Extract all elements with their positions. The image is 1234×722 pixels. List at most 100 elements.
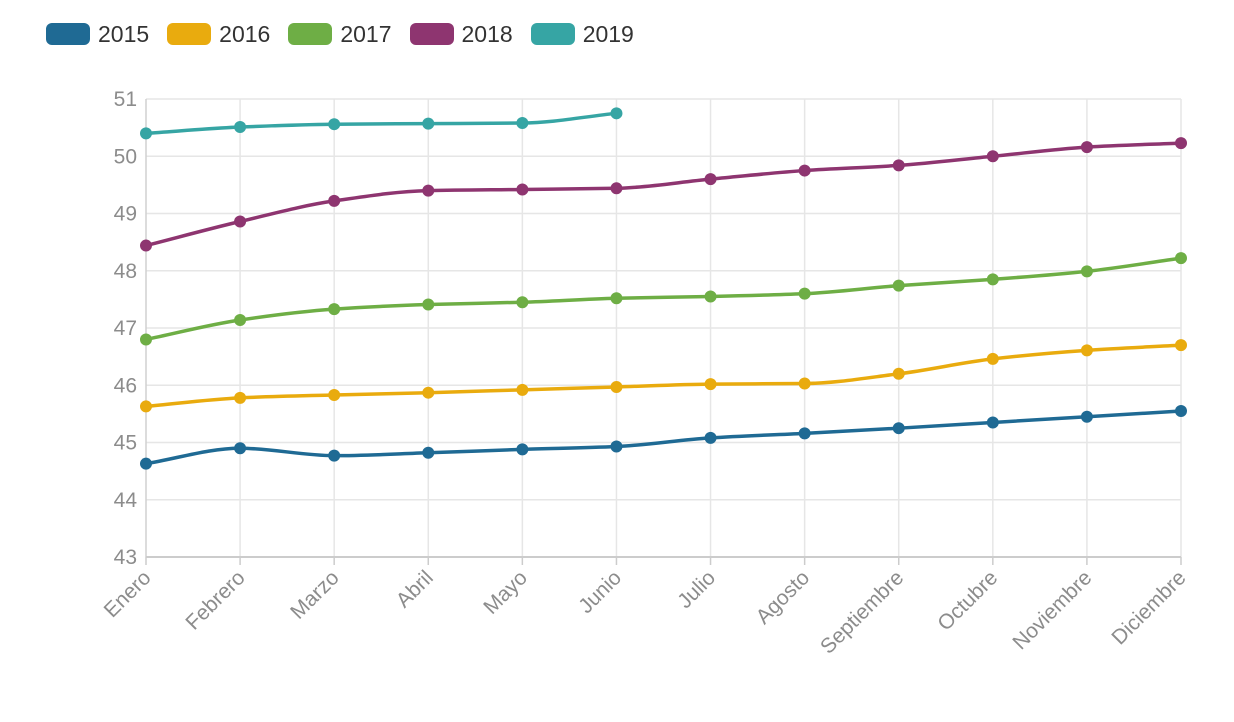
- data-point-2015[interactable]: [1080, 410, 1093, 423]
- data-point-2018[interactable]: [798, 164, 811, 177]
- data-point-2019[interactable]: [610, 107, 623, 120]
- data-point-2015[interactable]: [1175, 405, 1187, 418]
- legend-label: 2019: [582, 20, 634, 47]
- data-point-2016[interactable]: [892, 367, 905, 380]
- data-point-2017[interactable]: [1175, 252, 1187, 265]
- x-tick-label: Junio: [574, 566, 626, 618]
- data-point-2017[interactable]: [610, 292, 623, 305]
- data-point-2019[interactable]: [516, 117, 529, 130]
- data-point-2017[interactable]: [986, 273, 999, 286]
- data-point-2016[interactable]: [516, 383, 529, 396]
- data-point-2015[interactable]: [610, 440, 623, 453]
- x-tick-label: Diciembre: [1107, 566, 1190, 649]
- data-point-2017[interactable]: [892, 279, 905, 292]
- y-axis-ticks: 43 44 45 46 47 48 49 50 51: [114, 88, 138, 569]
- data-point-2018[interactable]: [422, 184, 435, 197]
- data-point-2015[interactable]: [798, 427, 811, 440]
- series-2017: [140, 252, 1187, 346]
- y-tick-label: 51: [114, 88, 137, 111]
- data-point-2017[interactable]: [140, 333, 152, 346]
- chart-legend: 2015 2016 2017 2018 2019: [46, 18, 652, 50]
- legend-swatch-2015: [46, 23, 90, 45]
- x-tick-label: Febrero: [181, 566, 249, 634]
- x-axis-ticks: Enero Febrero Marzo Abril Mayo Junio Julio Agos…: [100, 566, 1191, 658]
- y-tick-label: 47: [114, 317, 137, 340]
- series-2019: [140, 107, 623, 140]
- data-point-2016[interactable]: [704, 378, 717, 391]
- legend-item-2018[interactable]: 2018: [409, 20, 513, 48]
- data-point-2018[interactable]: [328, 194, 341, 207]
- series-2018: [140, 137, 1187, 252]
- data-point-2018[interactable]: [892, 159, 905, 172]
- data-point-2017[interactable]: [1080, 265, 1093, 278]
- data-point-2019[interactable]: [234, 121, 247, 134]
- data-point-2017[interactable]: [516, 296, 529, 309]
- data-point-2019[interactable]: [140, 127, 152, 140]
- legend-label: 2018: [461, 20, 513, 47]
- data-point-2016[interactable]: [140, 400, 152, 413]
- data-point-2017[interactable]: [234, 313, 247, 326]
- data-point-2019[interactable]: [328, 118, 341, 131]
- data-point-2018[interactable]: [516, 183, 529, 196]
- data-point-2016[interactable]: [798, 377, 811, 390]
- data-point-2016[interactable]: [1175, 339, 1187, 352]
- series-line-2016: [144, 343, 1183, 409]
- data-point-2018[interactable]: [234, 215, 247, 228]
- grid-lines: [146, 98, 1182, 557]
- series-2016: [140, 339, 1187, 413]
- legend-item-2015[interactable]: 2015: [46, 21, 149, 48]
- data-point-2015[interactable]: [516, 443, 529, 456]
- data-point-2015[interactable]: [328, 449, 341, 462]
- data-point-2015[interactable]: [234, 442, 247, 455]
- legend-item-2016[interactable]: 2016: [167, 21, 270, 48]
- y-tick-label: 43: [114, 546, 137, 569]
- x-tick-label: Julio: [673, 566, 720, 613]
- data-point-2018[interactable]: [1080, 141, 1093, 154]
- data-point-2019[interactable]: [422, 117, 435, 130]
- data-point-2015[interactable]: [422, 446, 435, 459]
- legend-label: 2015: [98, 20, 150, 47]
- x-tick-label: Enero: [100, 566, 156, 622]
- data-point-2015[interactable]: [986, 416, 999, 429]
- legend-swatch-2016: [167, 23, 212, 45]
- axes: [145, 99, 1182, 565]
- series-line-2018: [144, 141, 1183, 248]
- data-point-2018[interactable]: [1175, 137, 1187, 150]
- data-point-2015[interactable]: [892, 422, 905, 435]
- x-tick-label: Octubre: [933, 566, 1002, 635]
- data-point-2017[interactable]: [328, 303, 341, 316]
- data-point-2016[interactable]: [328, 388, 341, 401]
- data-point-2016[interactable]: [610, 380, 623, 393]
- y-tick-label: 44: [114, 489, 138, 512]
- x-tick-label: Marzo: [286, 566, 344, 624]
- legend-label: 2017: [340, 20, 392, 47]
- data-point-2016[interactable]: [1080, 344, 1093, 357]
- y-tick-label: 46: [114, 374, 137, 397]
- series-line-2017: [144, 256, 1183, 342]
- data-point-2016[interactable]: [234, 391, 247, 404]
- legend-item-2017[interactable]: 2017: [288, 20, 392, 48]
- y-tick-label: 50: [114, 145, 137, 168]
- data-point-2018[interactable]: [704, 173, 717, 186]
- data-point-2018[interactable]: [986, 150, 999, 163]
- x-tick-label: Mayo: [479, 566, 532, 619]
- data-point-2015[interactable]: [704, 431, 717, 444]
- y-tick-label: 49: [114, 203, 137, 226]
- data-point-2015[interactable]: [140, 457, 152, 470]
- series-group: [140, 107, 1187, 470]
- data-point-2017[interactable]: [798, 287, 811, 300]
- data-point-2017[interactable]: [422, 298, 435, 311]
- data-point-2016[interactable]: [422, 386, 435, 399]
- x-tick-label: Agosto: [752, 566, 815, 629]
- legend-swatch-2018: [409, 23, 454, 45]
- data-point-2017[interactable]: [704, 290, 717, 303]
- data-point-2016[interactable]: [986, 352, 999, 365]
- series-2015: [140, 405, 1187, 470]
- data-point-2018[interactable]: [610, 182, 623, 195]
- legend-swatch-2017: [288, 23, 333, 45]
- data-point-2018[interactable]: [140, 239, 152, 252]
- legend-label: 2016: [219, 20, 271, 47]
- series-line-2015: [144, 409, 1183, 466]
- legend-item-2019[interactable]: 2019: [530, 20, 634, 48]
